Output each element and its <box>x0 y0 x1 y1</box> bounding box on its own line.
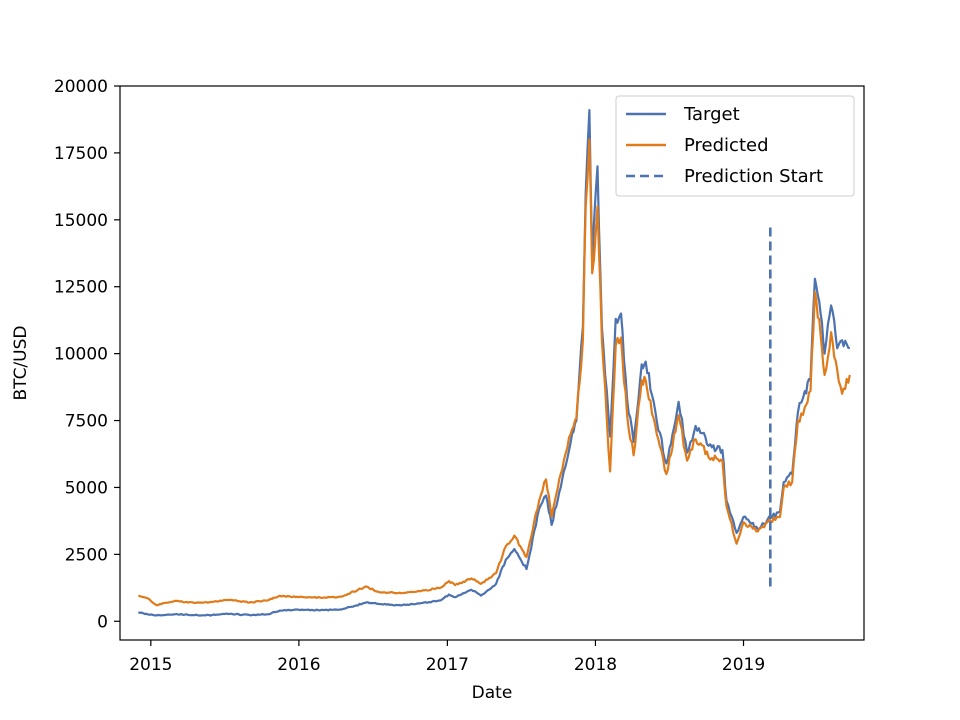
x-tick-label: 2019 <box>722 655 765 675</box>
y-tick-label: 15000 <box>54 211 108 231</box>
x-tick-label: 2016 <box>277 655 320 675</box>
y-tick-label: 2500 <box>65 545 108 565</box>
series-line-target <box>138 109 851 617</box>
series-layer <box>138 109 851 617</box>
legend-label: Target <box>683 104 740 125</box>
y-tick-label: 7500 <box>65 412 108 432</box>
x-axis-label: Date <box>472 683 513 703</box>
x-axis: 2015 2016 2017 2018 2019 <box>129 640 765 675</box>
x-tick-label: 2017 <box>426 655 469 675</box>
legend-label: Prediction Start <box>684 166 823 187</box>
x-tick-label: 2018 <box>574 655 617 675</box>
legend: Target Predicted Prediction Start <box>615 95 855 197</box>
legend-box <box>615 95 855 197</box>
series-line-predicted <box>138 138 851 607</box>
y-axis: 0 2500 5000 7500 10000 12500 15000 17500 20000 <box>54 77 120 632</box>
y-tick-label: 0 <box>97 612 108 632</box>
x-tick-label: 2015 <box>129 655 172 675</box>
y-tick-label: 10000 <box>54 345 108 365</box>
y-tick-label: 5000 <box>65 478 108 498</box>
y-tick-label: 20000 <box>54 77 108 97</box>
y-tick-label: 17500 <box>54 144 108 164</box>
legend-label: Predicted <box>684 135 769 156</box>
plot-frame <box>119 85 865 641</box>
y-tick-label: 12500 <box>54 278 108 298</box>
y-axis-label: BTC/USD <box>11 326 31 401</box>
